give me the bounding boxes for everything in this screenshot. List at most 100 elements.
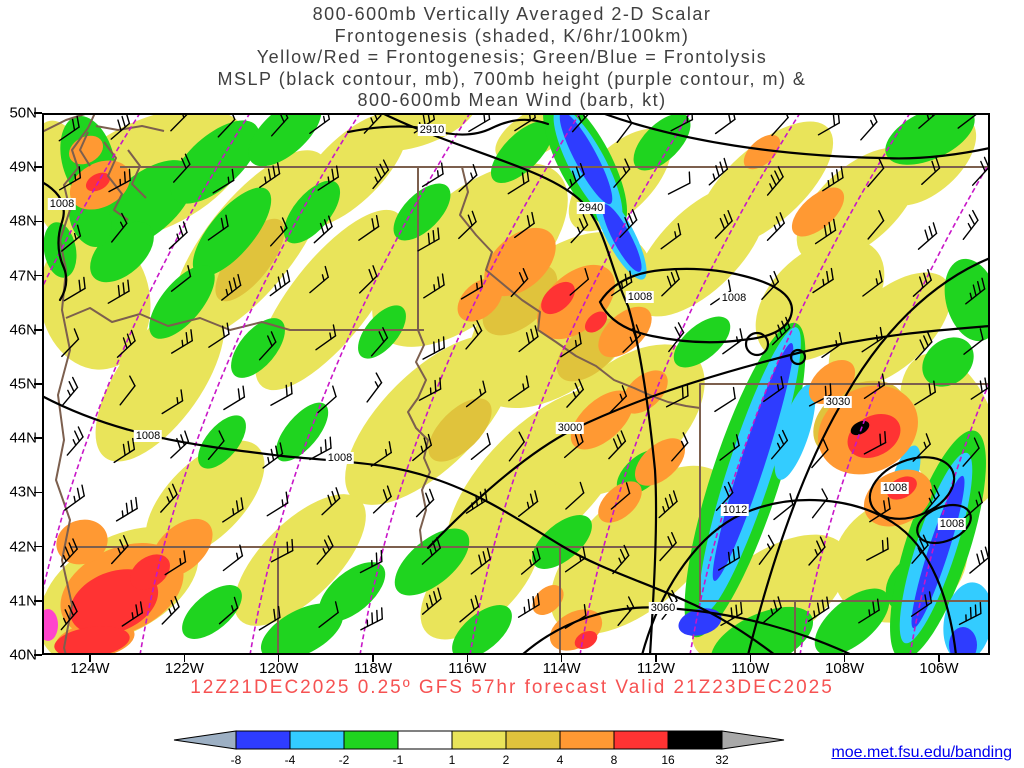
wind-barb bbox=[962, 209, 979, 241]
colorbar-tick-label: 16 bbox=[661, 753, 675, 767]
title-line: Yellow/Red = Frontogenesis; Green/Blue =… bbox=[256, 47, 768, 67]
colorbar-cell bbox=[667, 730, 723, 750]
height-contours-purple-layer bbox=[42, 113, 990, 655]
lon-label: 120W bbox=[259, 660, 299, 677]
wind-barb bbox=[366, 372, 383, 403]
wind-barb bbox=[458, 210, 477, 240]
wind-barb bbox=[470, 432, 491, 460]
wind-barb bbox=[58, 166, 82, 191]
lat-label: 50N bbox=[9, 104, 37, 122]
wind-barb bbox=[172, 153, 191, 183]
wind-barb bbox=[608, 430, 627, 460]
wind-barb bbox=[119, 375, 136, 406]
wind-barb bbox=[866, 537, 889, 561]
wind-barb bbox=[115, 496, 138, 522]
wind-barb bbox=[370, 327, 389, 357]
wind-barb bbox=[565, 481, 585, 510]
wind-barb bbox=[611, 270, 633, 297]
lon-label: 114W bbox=[542, 660, 581, 677]
colorbar-tick-label: 8 bbox=[611, 753, 618, 767]
wind-barb bbox=[218, 596, 239, 625]
axis-tick bbox=[34, 112, 42, 114]
wind-barb bbox=[415, 488, 435, 518]
wind-barb bbox=[510, 267, 529, 298]
wind-barb bbox=[969, 546, 990, 574]
axis-tick bbox=[34, 166, 42, 168]
wind-barb bbox=[207, 430, 225, 460]
title-line: Frontogenesis (shaded, K/6hr/100km) bbox=[334, 25, 690, 46]
colorbar-cell bbox=[343, 730, 399, 750]
wind-barb bbox=[316, 535, 334, 565]
wind-barb bbox=[659, 531, 677, 562]
wind-barb bbox=[869, 497, 891, 523]
banding-site-link[interactable]: moe.met.fsu.edu/banding bbox=[831, 744, 1012, 761]
wind-barb bbox=[321, 487, 341, 516]
wind-barb bbox=[761, 270, 779, 300]
wind-barb bbox=[771, 113, 789, 137]
axis-tick bbox=[34, 329, 42, 331]
wind-barb bbox=[766, 212, 785, 242]
colorbar-cell bbox=[613, 730, 669, 750]
wind-barb bbox=[161, 389, 184, 415]
colorbar-tick-label: 2 bbox=[503, 753, 510, 767]
colorbar-graphic: -8 -4 -2 -1 1 2 4 8 16 32 bbox=[173, 730, 785, 767]
wind-barb bbox=[771, 429, 789, 460]
wind-barb bbox=[560, 331, 582, 358]
wind-barb bbox=[370, 441, 392, 467]
title-line: 800-600mb Mean Wind (barb, kt) bbox=[357, 90, 667, 110]
wind-barb bbox=[518, 490, 539, 517]
wind-barb bbox=[762, 596, 782, 624]
wind-barb bbox=[170, 265, 192, 292]
wind-barb bbox=[459, 595, 480, 623]
lat-label: 42N bbox=[9, 538, 37, 556]
axis-tick bbox=[938, 655, 940, 662]
wind-barb bbox=[422, 336, 445, 360]
wind-barb bbox=[862, 270, 883, 297]
wind-barb bbox=[372, 159, 390, 190]
wind-barb bbox=[358, 215, 380, 241]
wind-barb bbox=[520, 547, 541, 575]
wind-barb bbox=[269, 269, 291, 297]
axis-tick bbox=[34, 437, 42, 439]
wind-barbs-layer bbox=[58, 113, 990, 631]
wind-barb bbox=[565, 163, 585, 192]
map-graphics bbox=[42, 113, 990, 655]
wind-barb bbox=[658, 490, 678, 519]
wind-barb bbox=[465, 320, 483, 350]
wind-barb bbox=[660, 223, 682, 250]
wind-barb bbox=[258, 331, 277, 361]
wind-barb bbox=[110, 212, 128, 243]
wind-barb bbox=[270, 382, 293, 406]
wind-barb bbox=[616, 113, 633, 144]
colorbar-cell bbox=[289, 730, 345, 750]
wind-barb bbox=[168, 221, 188, 250]
axis-tick bbox=[34, 654, 42, 656]
wind-barb bbox=[722, 328, 744, 355]
colorbar-left-arrow bbox=[173, 730, 237, 750]
wind-barb bbox=[61, 376, 79, 407]
wind-barb bbox=[121, 601, 144, 627]
wind-barb bbox=[514, 211, 535, 239]
wind-barb bbox=[465, 380, 487, 408]
colorbar-tick-label: -2 bbox=[339, 753, 350, 767]
wind-barb bbox=[423, 273, 445, 299]
axis-tick bbox=[655, 655, 657, 662]
map-plot-area: 2910 2940 1008 1008 1008 1008 1008 3000 3030 1008… bbox=[42, 113, 990, 655]
lon-label: 112W bbox=[636, 660, 676, 677]
axis-tick bbox=[89, 655, 91, 662]
wind-barb bbox=[808, 536, 826, 566]
wind-barb bbox=[113, 437, 136, 464]
colorbar: -8 -4 -2 -1 1 2 4 8 16 32 bbox=[172, 729, 790, 768]
axis-tick bbox=[749, 655, 752, 662]
wind-barb bbox=[418, 377, 442, 401]
wind-barb bbox=[262, 442, 284, 469]
wind-barb bbox=[458, 163, 478, 193]
wind-barb bbox=[309, 436, 332, 461]
wind-barb bbox=[107, 279, 130, 304]
wind-barb bbox=[708, 157, 729, 186]
wind-barb bbox=[318, 601, 339, 628]
colorbar-cell bbox=[235, 730, 291, 750]
lat-label: 41N bbox=[9, 592, 37, 610]
title-line: 800-600mb Vertically Averaged 2-D Scalar bbox=[312, 4, 712, 24]
